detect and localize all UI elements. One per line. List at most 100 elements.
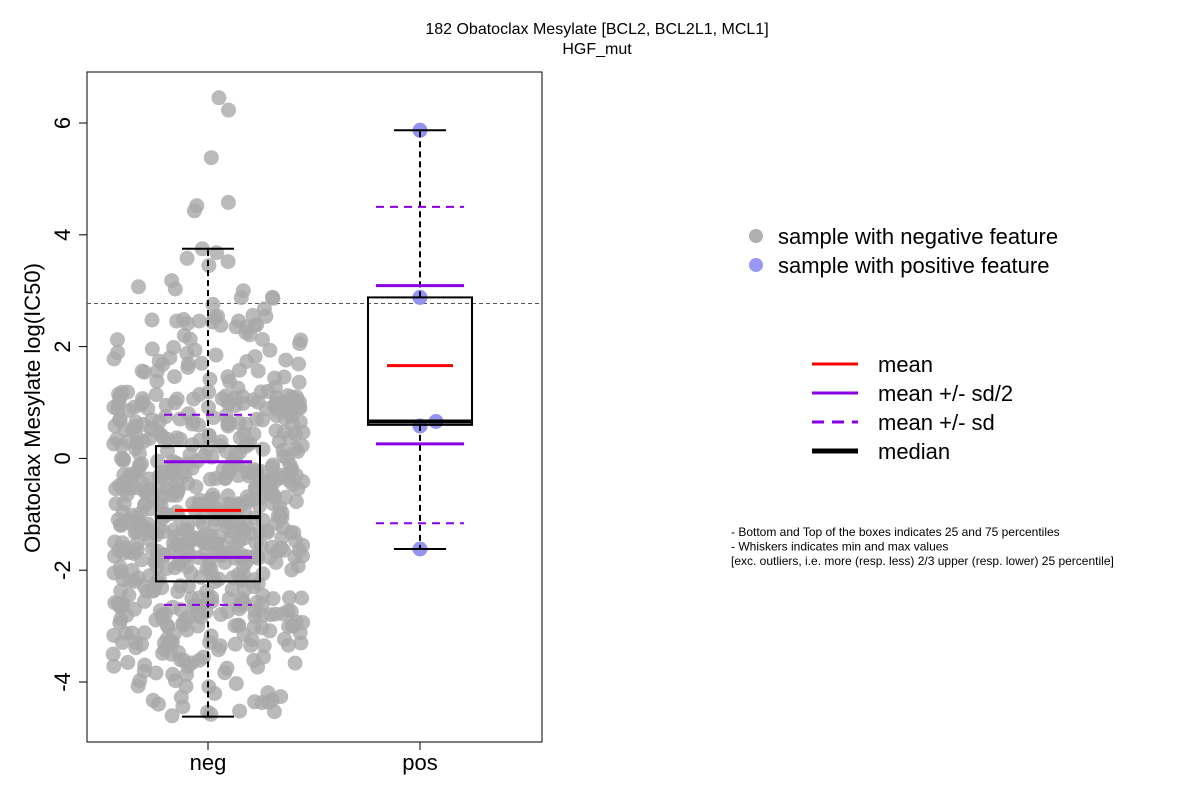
y-axis-label: Obatoclax Mesylate log(IC50) — [20, 263, 45, 553]
legend-line-label: mean — [878, 352, 933, 377]
data-point-neg — [186, 203, 202, 219]
data-point-neg — [137, 364, 153, 380]
data-point-neg — [250, 363, 266, 379]
data-point-neg — [164, 708, 180, 724]
data-point-neg — [220, 604, 235, 620]
data-point-neg — [167, 673, 183, 689]
data-point-neg — [138, 496, 153, 512]
data-point-neg — [269, 515, 284, 531]
data-point-neg — [106, 565, 122, 581]
data-point-neg — [105, 646, 121, 662]
data-point-neg — [175, 616, 191, 632]
data-point-neg — [280, 603, 296, 619]
data-point-neg — [268, 606, 284, 622]
data-point-neg — [232, 362, 247, 378]
data-point-neg — [225, 524, 241, 540]
data-point-neg — [255, 441, 271, 457]
data-point-neg — [144, 341, 160, 357]
data-point-neg — [290, 558, 306, 574]
data-point-neg — [249, 411, 265, 427]
data-point-neg — [173, 689, 189, 705]
data-point-neg — [163, 634, 178, 650]
data-point-neg — [288, 494, 304, 510]
data-point-neg — [211, 90, 227, 106]
notes: - Bottom and Top of the boxes indicates … — [731, 525, 1114, 568]
data-point-neg — [211, 642, 226, 658]
data-point-neg — [166, 340, 182, 355]
data-point-neg — [273, 540, 289, 556]
data-point-neg — [293, 332, 309, 348]
data-point-neg — [288, 441, 304, 457]
data-point-neg — [239, 489, 255, 505]
data-point-neg — [208, 347, 224, 363]
data-point-neg — [121, 402, 137, 418]
data-point-neg — [201, 590, 217, 606]
y-tick-label: -2 — [50, 560, 75, 580]
data-point-neg — [250, 394, 266, 410]
data-point-neg — [141, 471, 157, 487]
data-point-neg — [109, 332, 125, 348]
data-point-neg — [120, 434, 136, 449]
data-point-neg — [148, 387, 164, 403]
data-point-neg — [171, 645, 186, 660]
data-point-neg — [131, 279, 146, 295]
data-point-neg — [179, 250, 195, 266]
data-point-neg — [106, 399, 122, 415]
data-point-neg — [262, 342, 278, 358]
data-point-neg — [247, 572, 262, 588]
data-point-neg — [155, 645, 171, 661]
line-legend: mean mean +/- sd/2 mean +/- sd median — [812, 352, 1013, 464]
data-point-neg — [184, 655, 200, 671]
data-point-neg — [124, 562, 140, 578]
data-point-neg — [171, 538, 186, 554]
data-point-neg — [205, 568, 221, 584]
data-point-neg — [268, 423, 284, 439]
data-point-neg — [277, 631, 292, 647]
data-point-neg — [263, 480, 279, 496]
plot-area: -4 -2 0 2 4 6 neg pos — [50, 71, 543, 775]
data-point-neg — [156, 547, 171, 563]
data-point-neg — [136, 416, 151, 432]
data-point-neg — [202, 371, 218, 387]
data-point-neg — [239, 319, 254, 335]
data-point-neg — [149, 363, 165, 379]
data-point-neg — [157, 606, 173, 622]
data-point-neg — [175, 522, 191, 537]
data-point-neg — [114, 450, 129, 466]
data-point-neg — [220, 194, 236, 210]
data-point-neg — [291, 356, 307, 372]
data-point-neg — [137, 625, 153, 641]
y-tick-label: 6 — [50, 117, 75, 129]
data-point-neg — [255, 332, 270, 347]
data-point-neg — [137, 657, 153, 673]
data-point-neg — [256, 638, 272, 654]
data-point-neg — [277, 410, 293, 426]
data-point-neg — [224, 581, 240, 597]
data-point-neg — [152, 426, 168, 442]
data-point-neg — [235, 283, 251, 299]
data-point-neg — [160, 619, 176, 634]
data-point-neg — [287, 655, 303, 671]
data-point-neg — [164, 273, 180, 289]
data-point-neg — [145, 583, 161, 599]
data-point-neg — [205, 296, 221, 312]
data-point-neg — [117, 422, 133, 437]
data-point-neg — [144, 312, 160, 328]
data-point-neg — [167, 369, 182, 385]
data-point-neg — [133, 397, 149, 413]
data-point-neg — [202, 491, 218, 507]
data-point-neg — [183, 565, 199, 581]
data-point-neg — [203, 150, 219, 166]
data-point-neg — [218, 443, 234, 459]
data-point-neg — [254, 695, 270, 711]
legend-label: sample with negative feature — [778, 224, 1058, 249]
data-point-neg — [191, 313, 207, 329]
data-point-neg — [236, 627, 252, 642]
data-point-neg — [228, 398, 243, 413]
data-point-neg — [169, 430, 185, 446]
data-point-neg — [243, 637, 259, 653]
y-tick-label: 2 — [50, 340, 75, 352]
data-point-neg — [294, 590, 310, 606]
data-point-neg — [207, 686, 223, 701]
data-point-neg — [180, 359, 196, 375]
